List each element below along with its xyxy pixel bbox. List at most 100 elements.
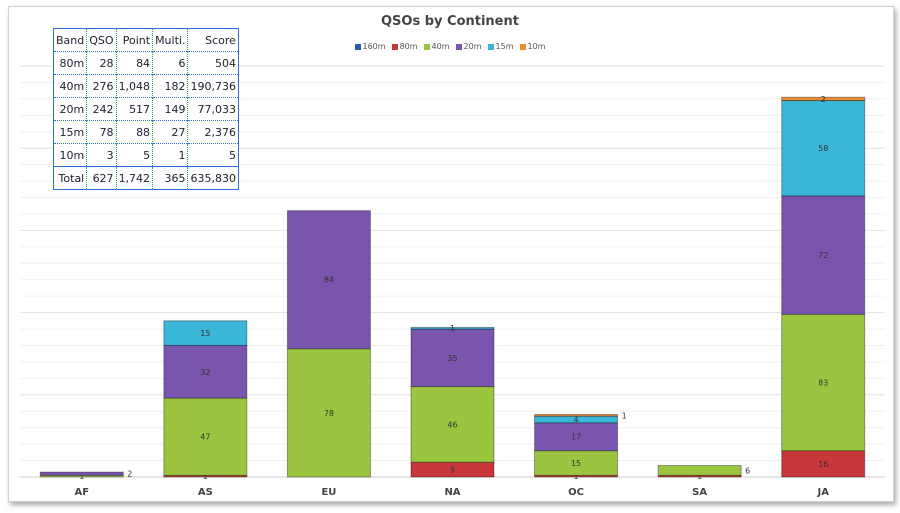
bar-JA-10m bbox=[781, 96, 866, 102]
table-cell: 1,742 bbox=[115, 166, 153, 190]
bar-NA-80m bbox=[410, 461, 495, 478]
legend-swatch bbox=[391, 44, 398, 50]
legend-item: 40m bbox=[423, 42, 450, 51]
table-cell: 149 bbox=[152, 97, 188, 121]
table-cell: 5 bbox=[187, 143, 239, 167]
table-cell: 84 bbox=[115, 51, 153, 75]
table-cell: 28 bbox=[86, 51, 117, 75]
chart-title: QSOs by Continent bbox=[381, 14, 519, 29]
table-cell: 88 bbox=[115, 120, 153, 144]
table-cell: 80m bbox=[53, 51, 87, 75]
table-row: 15m 78 88 27 2,376 bbox=[53, 120, 239, 144]
bar-OC-40m bbox=[534, 450, 619, 476]
bar-EU-20m bbox=[286, 210, 371, 350]
table-cell: Point bbox=[115, 28, 153, 52]
table-row: Band QSO Point Multi. Score bbox=[54, 28, 239, 52]
table-cell: 1 bbox=[152, 143, 188, 167]
table-cell: 2,376 bbox=[187, 120, 239, 144]
legend-item: 160m bbox=[354, 42, 386, 51]
legend-item: 20m bbox=[455, 42, 482, 51]
data-label: 32 bbox=[200, 368, 210, 377]
table-cell: 40m bbox=[53, 74, 87, 98]
bar-JA-40m bbox=[781, 313, 866, 452]
bar-JA-20m bbox=[781, 195, 866, 315]
table-cell: 15m bbox=[53, 120, 87, 144]
table-row: 80m 28 84 6 504 bbox=[53, 51, 239, 75]
data-label: 84 bbox=[324, 276, 334, 285]
x-tick-label: JA bbox=[816, 487, 829, 498]
bar-OC-10m bbox=[534, 414, 619, 417]
data-label: 47 bbox=[200, 433, 210, 442]
x-tick-label: OC bbox=[568, 487, 584, 498]
table-cell: 78 bbox=[86, 120, 117, 144]
data-label: 35 bbox=[447, 354, 457, 363]
x-tick-label: SA bbox=[692, 487, 707, 498]
data-label: 46 bbox=[447, 420, 457, 429]
data-label: 1 bbox=[79, 472, 84, 481]
table-cell: 6 bbox=[152, 51, 188, 75]
legend-item: 10m bbox=[519, 42, 545, 51]
legend: 160m 80m 40m 20m 15m 10m bbox=[0, 42, 900, 51]
data-label: 4 bbox=[574, 415, 579, 424]
table-cell: 182 bbox=[152, 74, 188, 98]
table-row: 40m 276 1,048 182 190,736 bbox=[53, 74, 239, 98]
data-label: 83 bbox=[818, 378, 828, 387]
table-cell: 3 bbox=[86, 143, 117, 167]
table-cell: 635,830 bbox=[187, 166, 239, 190]
x-tick-label: AF bbox=[74, 487, 89, 498]
table-cell: 77,033 bbox=[187, 97, 239, 121]
table-cell: 504 bbox=[187, 51, 239, 75]
table-cell: 1,048 bbox=[115, 74, 153, 98]
data-label: 72 bbox=[818, 251, 828, 260]
data-label: 1 bbox=[622, 411, 627, 420]
data-label: 1 bbox=[450, 324, 455, 333]
table-cell: Multi. bbox=[152, 28, 188, 52]
table-row: 10m 3 5 1 5 bbox=[53, 143, 239, 167]
table-cell: 190,736 bbox=[187, 74, 239, 98]
legend-swatch bbox=[354, 44, 361, 50]
bar-NA-15m bbox=[410, 326, 495, 330]
legend-swatch bbox=[455, 44, 462, 50]
x-tick-label: NA bbox=[444, 487, 460, 498]
legend-item: 15m bbox=[487, 42, 514, 51]
table-row: 20m 242 517 149 77,033 bbox=[53, 97, 239, 121]
score-table: Band QSO Point Multi. Score 80m 28 84 6 504 40m 276… bbox=[53, 28, 239, 190]
data-label: 16 bbox=[818, 460, 828, 469]
table-cell: 27 bbox=[152, 120, 188, 144]
data-label: 1 bbox=[203, 472, 208, 481]
x-tick-label: AS bbox=[198, 487, 213, 498]
bar-AS-40m bbox=[163, 397, 248, 476]
table-row: Total 627 1,742 365 635,830 bbox=[53, 166, 239, 190]
table-cell: 242 bbox=[86, 97, 117, 121]
bar-NA-20m bbox=[410, 328, 495, 388]
bar-JA-80m bbox=[781, 450, 866, 478]
data-label: 9 bbox=[450, 466, 455, 475]
x-tick-label: EU bbox=[321, 487, 336, 498]
data-label: 2 bbox=[821, 95, 826, 104]
table-cell: 627 bbox=[86, 166, 117, 190]
data-label: 2 bbox=[127, 470, 132, 479]
data-label: 1 bbox=[697, 472, 702, 481]
table-cell: 5 bbox=[115, 143, 153, 167]
bar-AS-15m bbox=[163, 320, 248, 346]
table-cell: QSO bbox=[86, 28, 117, 52]
bar-OC-20m bbox=[534, 422, 619, 452]
bar-SA-40m bbox=[657, 464, 742, 476]
table-cell: Band bbox=[56, 33, 85, 47]
data-label: 15 bbox=[200, 329, 210, 338]
legend-swatch bbox=[519, 44, 526, 50]
legend-swatch bbox=[423, 44, 430, 50]
bar-AF-20m bbox=[39, 471, 124, 476]
data-label: 58 bbox=[818, 144, 828, 153]
table-cell: 20m bbox=[53, 97, 87, 121]
table-cell: 10m bbox=[53, 143, 87, 167]
data-label: 1 bbox=[574, 472, 579, 481]
data-label: 15 bbox=[571, 459, 581, 468]
table-cell: 365 bbox=[152, 166, 188, 190]
table-cell: Score bbox=[187, 28, 239, 52]
bar-EU-40m bbox=[286, 348, 371, 478]
table-cell: 517 bbox=[115, 97, 153, 121]
legend-swatch bbox=[487, 44, 494, 50]
bar-AS-20m bbox=[163, 344, 248, 399]
